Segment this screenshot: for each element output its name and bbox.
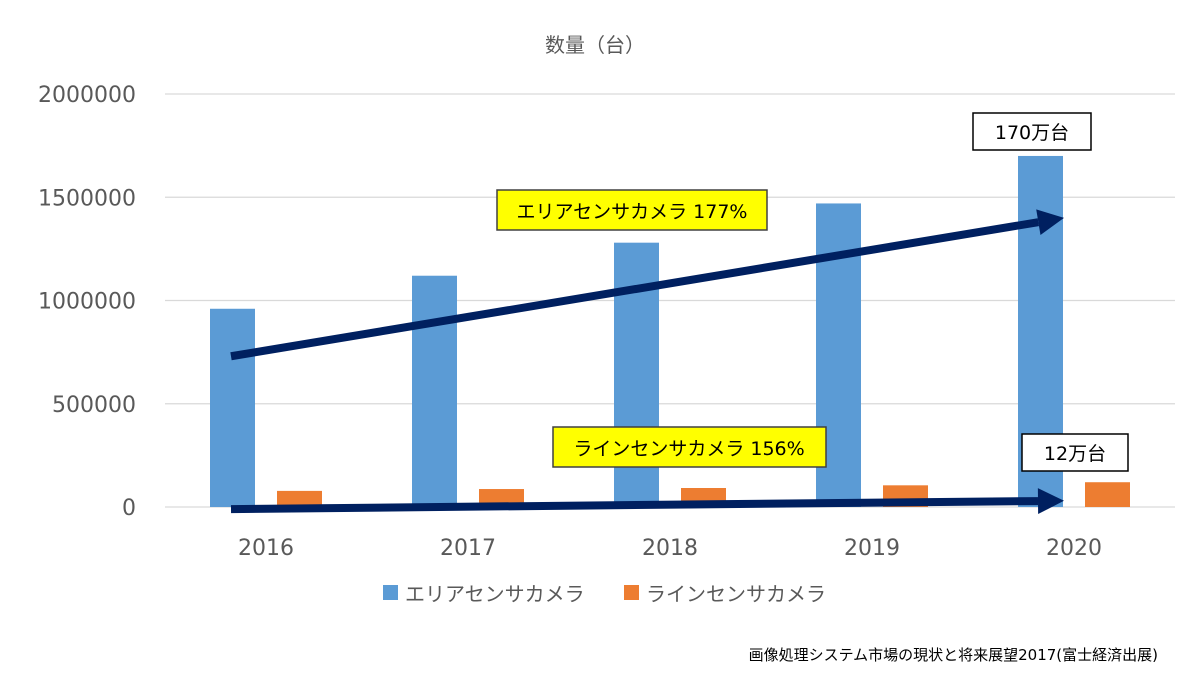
y-tick-label: 500000	[52, 393, 136, 418]
x-tick-label: 2020	[1046, 536, 1102, 561]
bar-area-2017	[412, 275, 457, 507]
legend: エリアセンサカメラ ラインセンサカメラ	[383, 582, 826, 606]
y-tick-label: 0	[122, 496, 136, 521]
trend-arrow-line	[230, 488, 1064, 515]
x-tick-label: 2019	[844, 536, 900, 561]
legend-label-area: エリアセンサカメラ	[405, 582, 585, 606]
area-growth-annotation: エリアセンサカメラ 177%	[496, 189, 768, 231]
legend-label-line: ラインセンサカメラ	[646, 582, 826, 606]
legend-swatch-line	[624, 585, 639, 600]
bar-line-2016	[277, 490, 322, 507]
x-tick-label: 2017	[440, 536, 496, 561]
line-growth-label: ラインセンサカメラ 156%	[573, 438, 804, 460]
area-2020-value-callout: 170万台	[972, 112, 1092, 151]
y-tick-label: 1500000	[38, 186, 136, 211]
x-tick-label: 2016	[238, 536, 294, 561]
line-2020-value-label: 12万台	[1044, 443, 1106, 465]
legend-swatch-area	[383, 585, 398, 600]
x-tick-label: 2018	[642, 536, 698, 561]
chart-title: 数量（台）	[545, 33, 645, 57]
line-growth-annotation: ラインセンサカメラ 156%	[552, 426, 827, 468]
y-tick-label: 2000000	[38, 83, 136, 108]
y-tick-label: 1000000	[38, 290, 136, 315]
source-note: 画像処理システム市場の現状と将来展望2017(富士経済出展)	[749, 646, 1158, 664]
trend-arrow-area	[230, 209, 1064, 361]
bar-line-2020	[1085, 482, 1130, 507]
area-2020-value-label: 170万台	[995, 122, 1069, 144]
line-2020-value-callout: 12万台	[1021, 433, 1129, 472]
bar-area-2016	[210, 308, 255, 507]
area-growth-label: エリアセンサカメラ 177%	[517, 201, 748, 223]
